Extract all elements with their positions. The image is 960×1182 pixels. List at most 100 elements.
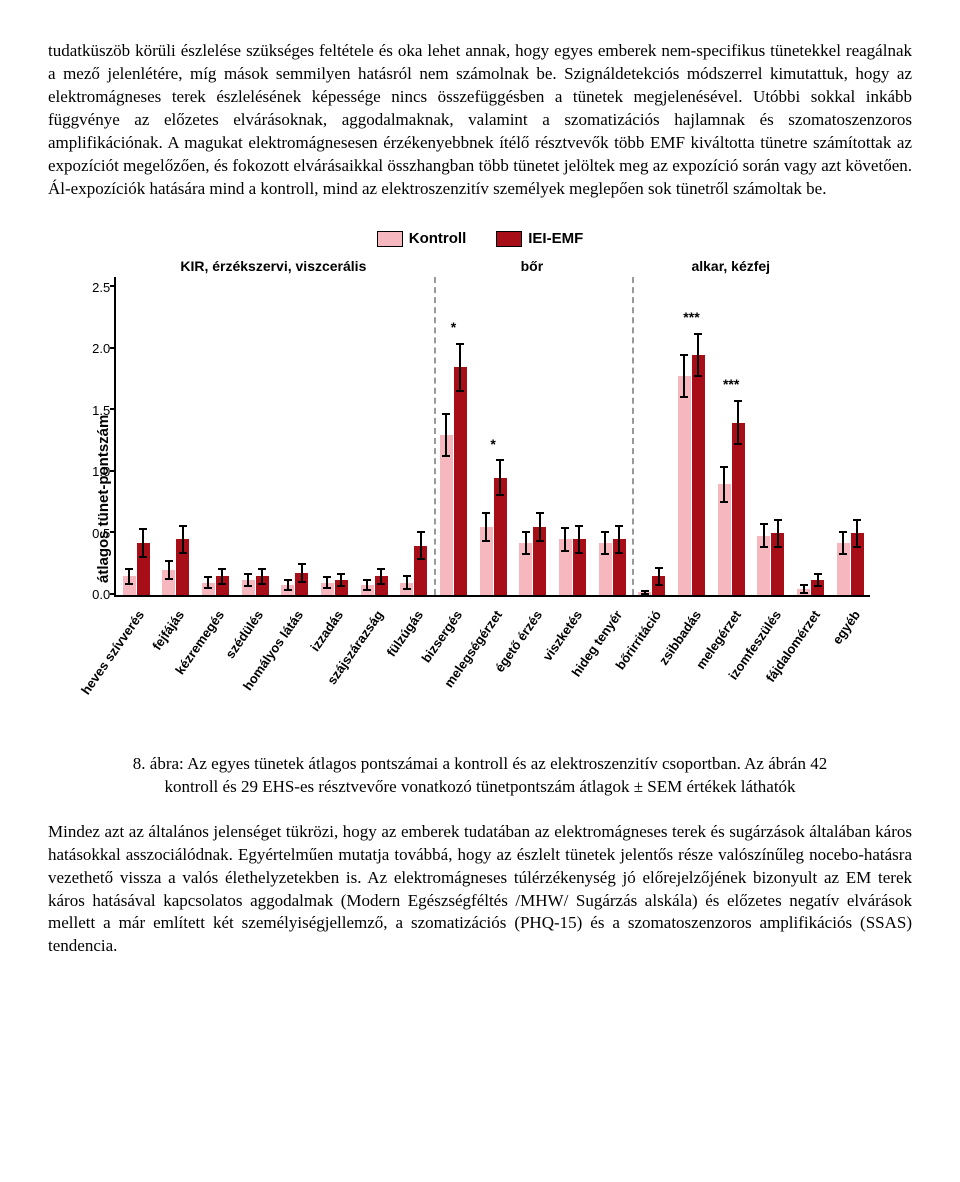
bar-kontroll	[678, 376, 691, 595]
bar-iei	[295, 573, 308, 595]
error-bar	[406, 575, 408, 590]
x-tick-label: izzadás	[307, 607, 348, 655]
bar-group	[751, 277, 791, 595]
bar-kontroll	[797, 589, 810, 595]
bar-kontroll	[361, 585, 374, 595]
bar-iei	[811, 580, 824, 595]
bar-iei	[335, 580, 348, 595]
legend-iei: IEI-EMF	[496, 229, 583, 249]
bar-group: ***	[711, 277, 751, 595]
legend-swatch-kontroll	[377, 231, 403, 247]
bar-iei	[573, 539, 586, 594]
bar-kontroll	[837, 543, 850, 595]
error-bar	[207, 576, 209, 588]
bar-iei	[414, 546, 427, 595]
y-tick-label: 0.5	[74, 525, 110, 543]
figure-number: 8.	[133, 754, 146, 773]
x-axis-labels: heves szívverésfejfájáskézremegésszédülé…	[114, 601, 870, 741]
bar-group	[394, 277, 434, 595]
section-header: alkar, kézfej	[631, 257, 830, 277]
significance-marker: ***	[723, 375, 739, 394]
bar-kontroll	[519, 543, 532, 595]
error-bar	[128, 568, 130, 585]
error-bar	[697, 333, 699, 377]
bar-iei	[216, 576, 229, 594]
chart-legend: Kontroll IEI-EMF	[90, 229, 870, 249]
error-bar	[420, 531, 422, 561]
bar-iei	[137, 543, 150, 595]
section-divider	[434, 277, 436, 595]
error-bar	[168, 560, 170, 580]
legend-label-kontroll: Kontroll	[409, 229, 467, 249]
bar-kontroll	[599, 543, 612, 595]
error-bar	[340, 573, 342, 588]
error-bar	[525, 531, 527, 556]
bar-kontroll	[162, 570, 175, 595]
error-bar	[803, 584, 805, 594]
error-bar	[261, 568, 263, 585]
legend-swatch-iei	[496, 231, 522, 247]
bar-iei	[652, 576, 665, 594]
top-paragraph: tudatküszöb körüli észlelése szükséges f…	[48, 40, 912, 201]
bar-kontroll	[638, 592, 651, 594]
bar-iei	[692, 355, 705, 595]
error-bar	[763, 523, 765, 548]
error-bar	[459, 343, 461, 392]
bar-kontroll	[400, 583, 413, 595]
bar-kontroll	[242, 580, 255, 595]
symptom-chart: Kontroll IEI-EMF átlagos tünet-pontszám …	[90, 229, 870, 741]
bar-group	[235, 277, 275, 595]
legend-label-iei: IEI-EMF	[528, 229, 583, 249]
error-bar	[301, 563, 303, 583]
bar-iei	[494, 478, 507, 595]
bar-group	[315, 277, 355, 595]
y-tick-label: 1.5	[74, 401, 110, 419]
error-bar	[578, 525, 580, 555]
error-bar	[842, 531, 844, 556]
error-bar	[221, 568, 223, 585]
error-bar	[777, 519, 779, 549]
bar-kontroll	[757, 536, 770, 595]
error-bar	[539, 512, 541, 542]
y-tick-label: 2.5	[74, 278, 110, 296]
section-header: bőr	[432, 257, 631, 277]
error-bar	[564, 527, 566, 552]
error-bar	[445, 413, 447, 457]
bar-iei	[732, 423, 745, 595]
error-bar	[380, 568, 382, 585]
error-bar	[182, 525, 184, 555]
bar-iei	[176, 539, 189, 594]
bar-group: *	[434, 277, 474, 595]
bar-group: ***	[672, 277, 712, 595]
bar-iei	[454, 367, 467, 595]
bar-iei	[771, 533, 784, 595]
error-bar	[604, 531, 606, 556]
error-bar	[247, 573, 249, 588]
error-bar	[499, 459, 501, 496]
x-tick-label: egyéb	[829, 607, 865, 648]
bar-group	[116, 277, 156, 595]
bar-group	[354, 277, 394, 595]
error-bar	[287, 579, 289, 591]
error-bar	[142, 528, 144, 558]
bar-iei	[533, 527, 546, 595]
bar-iei	[256, 576, 269, 594]
legend-kontroll: Kontroll	[377, 229, 467, 249]
error-bar	[326, 576, 328, 588]
x-tick-label: fejfájás	[148, 607, 188, 654]
bar-group	[830, 277, 870, 595]
section-header: KIR, érzékszervi, viszcerális	[114, 257, 432, 277]
plot-area: ******** 0.00.51.01.52.02.5	[114, 277, 870, 597]
error-bar	[485, 512, 487, 542]
section-divider	[632, 277, 634, 595]
section-headers: KIR, érzékszervi, viszcerálisbőralkar, k…	[114, 257, 870, 277]
significance-marker: ***	[683, 308, 699, 327]
bottom-paragraph: Mindez azt az általános jelenséget tükrö…	[48, 821, 912, 959]
bar-group	[156, 277, 196, 595]
bar-group	[592, 277, 632, 595]
y-tick-label: 2.0	[74, 340, 110, 358]
bar-kontroll	[202, 583, 215, 595]
bar-group	[196, 277, 236, 595]
bar-iei	[851, 533, 864, 595]
error-bar	[817, 573, 819, 588]
